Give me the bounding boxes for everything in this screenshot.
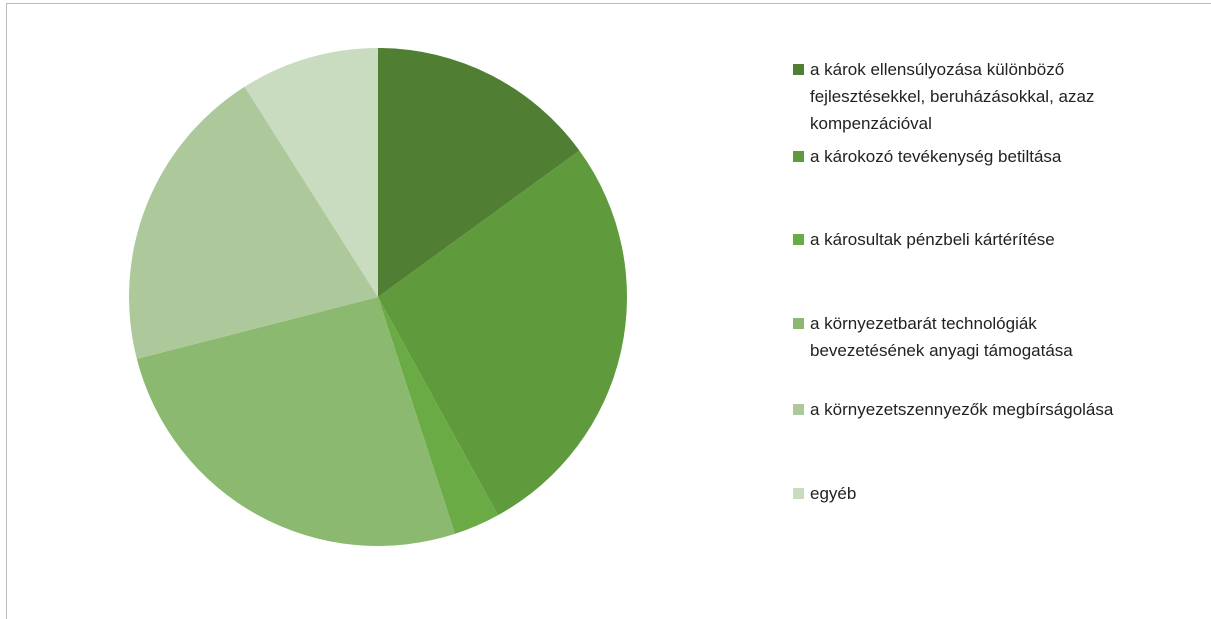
legend-label: a károkozó tevékenység betiltása — [810, 147, 1062, 166]
legend-entry: egyéb — [793, 480, 1123, 507]
pie-slice — [136, 297, 455, 546]
legend-swatch — [793, 404, 804, 415]
legend-swatch — [793, 64, 804, 75]
chart-frame — [6, 3, 1211, 619]
legend-entry: a károsultak pénzbeli kártérítése — [793, 226, 1123, 253]
legend-label: egyéb — [810, 484, 857, 503]
pie-slice — [244, 48, 378, 297]
legend-entry: a károk ellensúlyozása különböző fejlesz… — [793, 56, 1123, 137]
legend-entry: a környezetbarát technológiák bevezetésé… — [793, 310, 1123, 364]
legend-label: a károsultak pénzbeli kártérítése — [810, 230, 1055, 249]
legend-entry: a károkozó tevékenység betiltása — [793, 143, 1123, 170]
pie-slice — [378, 48, 580, 297]
legend-entry: a környezetszennyezők megbírságolása — [793, 396, 1123, 423]
legend-swatch — [793, 234, 804, 245]
pie-slice — [378, 150, 628, 516]
legend-label: a környezetbarát technológiák bevezetésé… — [810, 314, 1073, 360]
legend-swatch — [793, 151, 804, 162]
legend-label: a környezetszennyezők megbírságolása — [810, 400, 1114, 419]
legend-swatch — [793, 488, 804, 499]
legend-swatch — [793, 318, 804, 329]
pie-slice — [129, 86, 378, 359]
pie-slice — [378, 297, 498, 534]
legend-label: a károk ellensúlyozása különböző fejlesz… — [810, 60, 1104, 133]
